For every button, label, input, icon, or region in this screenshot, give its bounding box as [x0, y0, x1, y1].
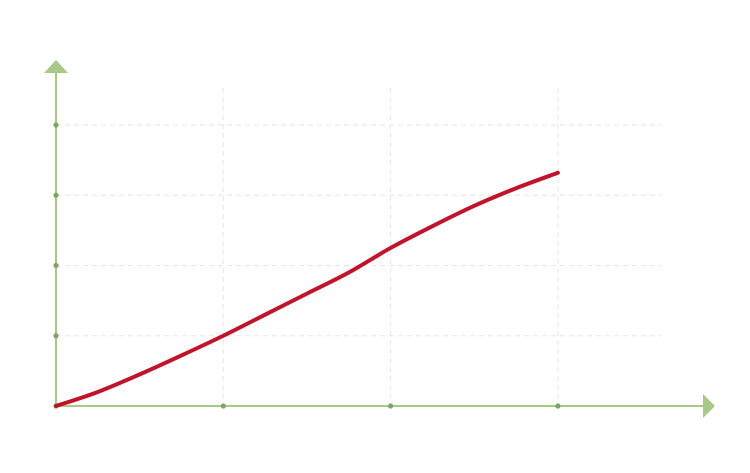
- x-tick-dot-1: [220, 403, 226, 409]
- y-tick-dot-2: [53, 262, 59, 269]
- x-axis-arrowhead: [703, 394, 715, 418]
- series-line-1: [54, 170, 560, 408]
- series-layer: [54, 170, 560, 408]
- y-tick-dot-4: [53, 122, 59, 128]
- axis-layer: [44, 60, 715, 418]
- y-tick-dot-3: [53, 192, 59, 198]
- grid-layer: [56, 88, 662, 406]
- y-tick-dot-1: [53, 333, 59, 339]
- y-axis-arrowhead: [44, 60, 68, 73]
- x-tick-dot-3: [555, 403, 561, 409]
- x-tick-dot-2: [388, 403, 394, 409]
